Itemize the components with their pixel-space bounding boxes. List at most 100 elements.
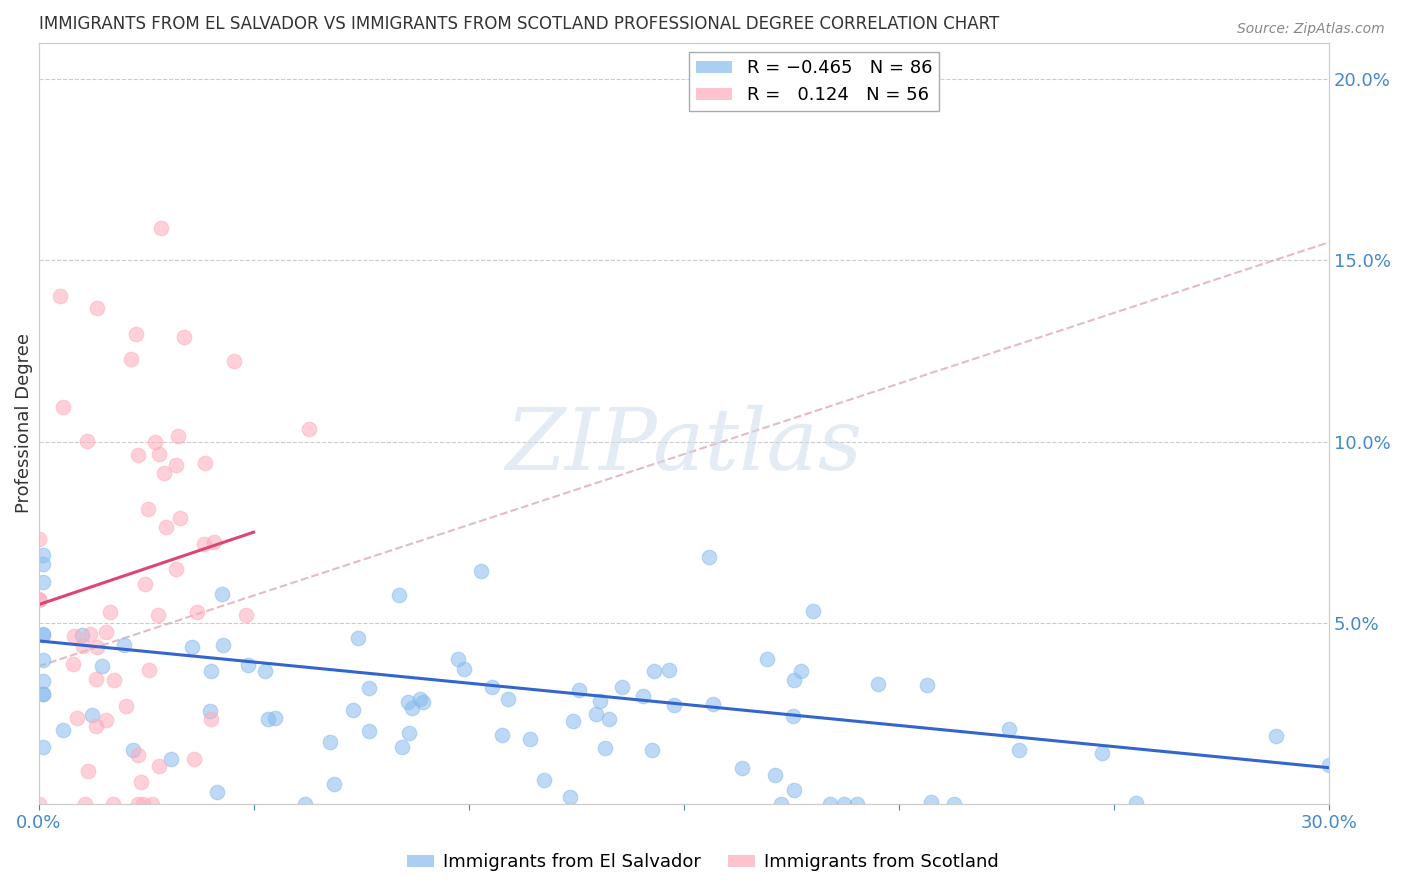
Point bbox=[769, 797, 792, 811]
Point bbox=[662, 698, 685, 713]
Point bbox=[86, 640, 108, 655]
Point bbox=[27, 593, 49, 607]
Point bbox=[357, 724, 380, 739]
Point bbox=[447, 652, 470, 666]
Point bbox=[70, 628, 93, 642]
Point bbox=[491, 728, 513, 742]
Point bbox=[763, 768, 786, 782]
Point bbox=[731, 761, 754, 775]
Point bbox=[801, 604, 824, 618]
Point bbox=[212, 638, 235, 652]
Point bbox=[702, 697, 724, 711]
Point bbox=[31, 673, 53, 688]
Point bbox=[256, 712, 278, 726]
Point bbox=[342, 703, 364, 717]
Point bbox=[294, 797, 316, 811]
Point bbox=[148, 608, 170, 623]
Point bbox=[62, 657, 84, 671]
Point bbox=[396, 695, 419, 709]
Point bbox=[141, 797, 163, 811]
Point bbox=[31, 688, 53, 702]
Point bbox=[112, 638, 135, 652]
Point bbox=[120, 351, 142, 366]
Point bbox=[155, 519, 177, 533]
Point bbox=[866, 677, 889, 691]
Point bbox=[496, 692, 519, 706]
Point bbox=[77, 764, 100, 778]
Point bbox=[183, 752, 205, 766]
Point bbox=[298, 422, 321, 436]
Point bbox=[253, 665, 276, 679]
Point bbox=[585, 707, 607, 722]
Point bbox=[79, 626, 101, 640]
Point bbox=[159, 752, 181, 766]
Point bbox=[558, 789, 581, 804]
Point bbox=[31, 739, 53, 754]
Point bbox=[27, 592, 49, 607]
Text: IMMIGRANTS FROM EL SALVADOR VS IMMIGRANTS FROM SCOTLAND PROFESSIONAL DEGREE CORR: IMMIGRANTS FROM EL SALVADOR VS IMMIGRANT… bbox=[38, 15, 998, 33]
Point bbox=[94, 713, 117, 727]
Point bbox=[103, 673, 125, 688]
Point bbox=[27, 797, 49, 811]
Point bbox=[72, 640, 94, 654]
Point bbox=[640, 743, 662, 757]
Point bbox=[783, 673, 806, 687]
Point bbox=[834, 797, 856, 811]
Point bbox=[631, 690, 654, 704]
Point bbox=[52, 723, 75, 737]
Point bbox=[519, 732, 541, 747]
Point bbox=[915, 678, 938, 692]
Point bbox=[589, 694, 612, 708]
Point bbox=[1317, 757, 1340, 772]
Point bbox=[193, 536, 215, 550]
Point bbox=[1008, 743, 1031, 757]
Point bbox=[222, 354, 245, 368]
Point bbox=[49, 289, 72, 303]
Point bbox=[115, 699, 138, 714]
Point bbox=[149, 220, 172, 235]
Point bbox=[453, 662, 475, 676]
Point bbox=[943, 797, 966, 811]
Point bbox=[612, 681, 634, 695]
Point bbox=[598, 713, 620, 727]
Point bbox=[568, 682, 591, 697]
Point bbox=[783, 782, 806, 797]
Point bbox=[1090, 746, 1112, 760]
Point bbox=[200, 712, 222, 726]
Point bbox=[658, 664, 681, 678]
Point bbox=[165, 458, 187, 473]
Point bbox=[346, 632, 368, 646]
Point bbox=[198, 704, 221, 718]
Point bbox=[173, 330, 195, 344]
Point bbox=[31, 574, 53, 589]
Point bbox=[202, 535, 225, 549]
Point bbox=[790, 664, 813, 678]
Point bbox=[533, 772, 555, 787]
Point bbox=[86, 301, 108, 315]
Point bbox=[401, 701, 423, 715]
Point bbox=[756, 652, 779, 666]
Point bbox=[31, 627, 53, 641]
Point bbox=[412, 695, 434, 709]
Point bbox=[63, 628, 86, 642]
Point bbox=[920, 795, 942, 809]
Point bbox=[86, 672, 108, 686]
Point bbox=[186, 605, 208, 619]
Point bbox=[165, 562, 187, 576]
Point bbox=[194, 457, 217, 471]
Point bbox=[143, 434, 166, 449]
Point bbox=[127, 448, 149, 462]
Point bbox=[200, 665, 222, 679]
Point bbox=[319, 735, 342, 749]
Point bbox=[52, 400, 75, 414]
Point bbox=[235, 607, 257, 622]
Point bbox=[31, 652, 53, 666]
Point bbox=[391, 739, 413, 754]
Point bbox=[167, 428, 190, 442]
Point bbox=[86, 718, 108, 732]
Point bbox=[66, 711, 89, 725]
Point bbox=[180, 640, 202, 654]
Point bbox=[595, 740, 617, 755]
Point bbox=[134, 577, 156, 591]
Point bbox=[80, 708, 103, 723]
